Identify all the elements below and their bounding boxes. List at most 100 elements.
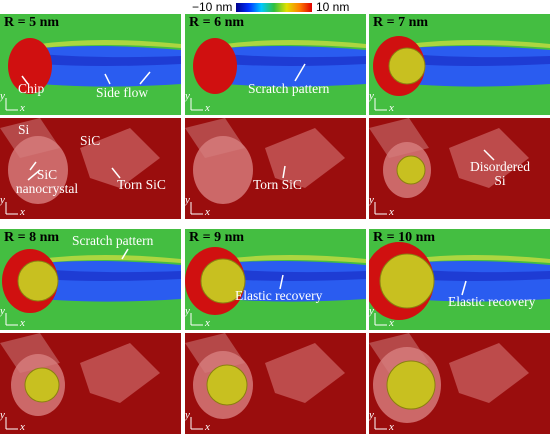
axis-label: y [369,194,374,206]
annotation: Disordered Si [470,159,530,188]
groove-edge [40,269,181,281]
damage-zone [8,136,68,204]
tool [379,253,435,309]
annotation: Chip [18,81,45,96]
panel: y x R = 7 nm [369,14,550,115]
axis-label: x [205,421,210,433]
arrow [29,161,37,171]
groove-edge [409,269,550,281]
axis-label: y [0,409,5,421]
axis-label: y [369,90,374,102]
panel-label: R = 5 nm [4,15,60,30]
panel-label: R = 8 nm [4,230,60,245]
axis-label: y [0,90,5,102]
chip [8,38,52,94]
tool [24,367,60,403]
pileup [40,40,181,48]
pileup [225,40,366,48]
sic-grain [80,343,160,403]
axis-label: y [185,90,190,102]
panel: y x R = 9 nm Elastic recovery [185,229,366,330]
snapshot [0,229,181,330]
sic-grain [80,128,160,188]
panel: y x Disordered Si [369,118,550,219]
pileup [40,255,181,263]
annotation: SiC [80,133,101,148]
annotation: Si [18,122,30,137]
annotation: Elastic recovery [235,288,323,303]
arrow [21,75,29,85]
colorbar-max: 10 nm [316,0,350,14]
colorbar-min: −10 nm [192,0,233,14]
axis-label: x [20,421,25,433]
sic-grain [449,128,529,188]
panel: y x R = 10 nm Elastic recovery [369,229,550,330]
axis-label: y [185,409,190,421]
panel-label: R = 10 nm [373,230,436,245]
axis-label: y [369,305,374,317]
annotation: SiC nanocrystal [15,167,79,196]
snapshot [0,333,181,434]
panel: y x R = 6 nm Scratch pattern [185,14,366,115]
axis-label: x [20,206,25,218]
panel: y x Torn SiC [185,118,366,219]
arrow [461,280,467,296]
snapshot [369,14,550,115]
chip [193,38,237,94]
annotation: Torn SiC [117,177,166,192]
axis-label: x [205,317,210,329]
tool [17,260,59,302]
arrow [139,71,151,85]
annotation: Elastic recovery [448,294,536,309]
panel: y x Si SiC SiC nanocrystal Torn SiC [0,118,181,219]
sic-grain [449,343,529,403]
tool [388,47,426,85]
axis-label: y [0,305,5,317]
panel-label: R = 6 nm [189,15,245,30]
annotation: Torn SiC [253,177,302,192]
axis-label: x [389,421,394,433]
arrow [279,274,284,290]
snapshot [0,14,181,115]
groove-edge [225,54,366,66]
axis-label: x [389,317,394,329]
sic-grain [265,343,345,403]
snapshot [185,229,366,330]
annotation: Side flow [96,85,149,100]
panel-label: R = 9 nm [189,230,245,245]
snapshot [185,14,366,115]
axis-label: x [20,102,25,114]
groove-edge [225,269,366,281]
axis-label: x [205,102,210,114]
axis-label: x [389,206,394,218]
snapshot [185,118,366,219]
snapshot [369,118,550,219]
arrow [483,149,495,161]
axis-label: x [205,206,210,218]
damage-zone [193,136,253,204]
axis-label: y [369,409,374,421]
arrow [121,248,129,260]
panel: y x R = 5 nm Chip Side flow [0,14,181,115]
snapshot [0,118,181,219]
groove-edge [40,54,181,66]
snapshot [369,229,550,330]
annotation: Scratch pattern [248,81,330,96]
tool [200,258,246,304]
arrow [104,73,111,85]
axis-label: x [20,317,25,329]
arrow [27,169,41,181]
tool [206,364,248,406]
arrow [111,167,121,179]
groove-edge [409,54,550,66]
pileup [225,255,366,263]
tool [386,360,436,410]
pileup [409,40,550,48]
pileup [409,255,550,263]
snapshot [369,333,550,434]
arrow [282,165,286,179]
